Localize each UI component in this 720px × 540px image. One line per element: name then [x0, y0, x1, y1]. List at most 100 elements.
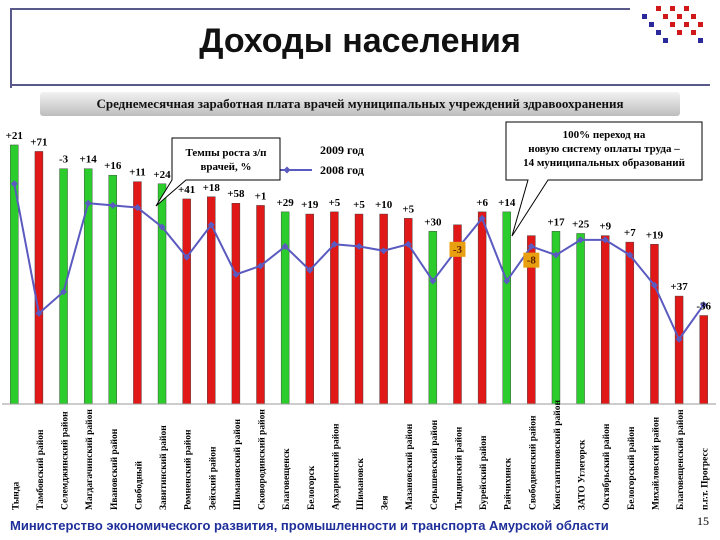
chart-value-label: +29 [276, 197, 294, 209]
chart-value-label: +5 [402, 203, 414, 215]
chart-category-label: Ромненский район [183, 429, 194, 510]
chart-line-point [158, 223, 166, 231]
chart-category-label: Завитинский район [158, 425, 169, 510]
chart-line-point [626, 251, 634, 259]
chart-value-label-bg [449, 241, 466, 257]
chart-line-point [281, 242, 289, 250]
chart-bar [477, 211, 487, 405]
chart-bar [231, 203, 241, 405]
chart-category-label: Благовещенский район [675, 409, 686, 510]
chart-category-label: Бурейский район [478, 435, 489, 510]
chart-value-label: +18 [203, 182, 221, 194]
chart-bar [601, 235, 610, 405]
chart-bar [133, 181, 142, 405]
chart-line-point [232, 270, 240, 278]
chart-value-label: +58 [227, 188, 245, 200]
chart-value-label: +37 [670, 281, 688, 293]
chart-category-label: Архаринский район [330, 423, 341, 510]
chart-value-label: +6 [476, 197, 488, 209]
chart-line-point [35, 309, 43, 317]
chart-line-point [404, 240, 412, 248]
chart-line-point [355, 242, 363, 250]
chart-subtitle: Среднемесячная заработная плата врачей м… [96, 96, 624, 111]
chart-category-label: Сковородинский район [257, 409, 268, 510]
bar-line-chart: +21 +71 -3 +14 +16 +11 +24 +41 +18 +58 +1 +29 +19 +5 +… [2, 121, 716, 510]
chart-bar [650, 244, 659, 405]
chart-category-label: Белогорск [307, 465, 317, 510]
chart-category-label: Благовещенск [282, 448, 292, 510]
frame-line-left [10, 8, 12, 88]
annotation-callout-transition [505, 121, 703, 237]
chart-category-label: Магдагачинский район [84, 409, 95, 510]
chart-category-label: ЗАТО Углегорск [578, 439, 588, 510]
chart-value-label: -8 [527, 255, 537, 267]
chart-category-label: Ивановский район [109, 428, 120, 510]
chart-bar [699, 315, 708, 405]
chart-category-label: Серышевский район [429, 419, 440, 510]
chart-category-label: Михайловский район [650, 416, 661, 510]
chart-line-point [133, 204, 141, 212]
chart-value-label: +30 [424, 216, 442, 228]
chart-value-label: +7 [624, 227, 636, 239]
chart-value-label: +19 [301, 199, 319, 211]
chart-category-label: Свободненский район [527, 415, 538, 510]
chart-line-point [84, 199, 92, 207]
chart-line-point [700, 301, 708, 309]
page-title: Доходы населения [199, 22, 521, 60]
chart-value-label: +5 [353, 199, 365, 211]
chart-bar [182, 198, 191, 405]
chart-line-point [380, 247, 388, 255]
chart-bar [280, 211, 290, 405]
chart-line-point [675, 335, 683, 343]
page-number: 15 [697, 514, 709, 528]
chart-line-point [183, 253, 191, 261]
chart-category-label: Райчихинск [503, 457, 514, 510]
chart-value-label: +24 [153, 169, 171, 181]
chart-category-label: Шимановск [356, 457, 366, 510]
chart-category-label: Мазановский район [404, 423, 415, 510]
chart-bar [34, 151, 44, 405]
chart-category-label: Селемджинский район [60, 411, 71, 510]
chart-value-label: +71 [30, 136, 47, 148]
chart-bar [576, 233, 585, 405]
chart-line-point [503, 277, 511, 285]
chart-line-point [306, 266, 314, 274]
chart-category-label: Октябрьский район [601, 423, 612, 510]
chart-line-point [577, 236, 585, 244]
chart-bar [428, 231, 438, 405]
chart-line-point [429, 277, 437, 285]
legend-label-2008: 2008 год [320, 163, 364, 177]
chart-line-point [60, 288, 68, 296]
annotation-growth-text: Темпы роста з/п врачей, % [185, 147, 267, 173]
chart-category-label: Шимановский район [232, 418, 243, 510]
chart-bar [256, 205, 265, 405]
chart-category-label: Тындинский район [453, 426, 464, 510]
chart-category-label: Тында [11, 481, 21, 510]
chart-value-label: +14 [498, 197, 516, 209]
chart-line-point [109, 201, 117, 209]
chart-line-point [207, 221, 215, 229]
chart-bar [330, 211, 339, 405]
chart-value-label: -3 [59, 154, 69, 166]
chart-value-label: -36 [696, 300, 711, 312]
annotation-callout-growth [155, 137, 281, 207]
chart-bar [379, 213, 388, 405]
chart-line-point [650, 281, 658, 289]
chart-value-label: +5 [328, 197, 340, 209]
chart-value-label: +17 [547, 216, 565, 228]
chart-category-label: Зейский район [207, 446, 218, 510]
chart-category-label: Свободный [133, 461, 144, 510]
chart-line-point [10, 180, 18, 188]
footer-ministry: Министерство экономического развития, пр… [10, 518, 609, 533]
chart-value-label: +9 [599, 221, 611, 233]
chart-bar [305, 213, 314, 405]
chart-bar [674, 295, 684, 405]
chart-bar [625, 241, 635, 405]
chart-value-label: +21 [6, 130, 23, 142]
chart-value-label: +16 [104, 160, 122, 172]
chart-line-point [478, 214, 486, 222]
chart-category-label: Константиновский район [552, 399, 563, 510]
legend-label-2009: 2009 год [320, 143, 364, 157]
chart-bar [157, 183, 167, 405]
chart-bar [108, 174, 117, 405]
